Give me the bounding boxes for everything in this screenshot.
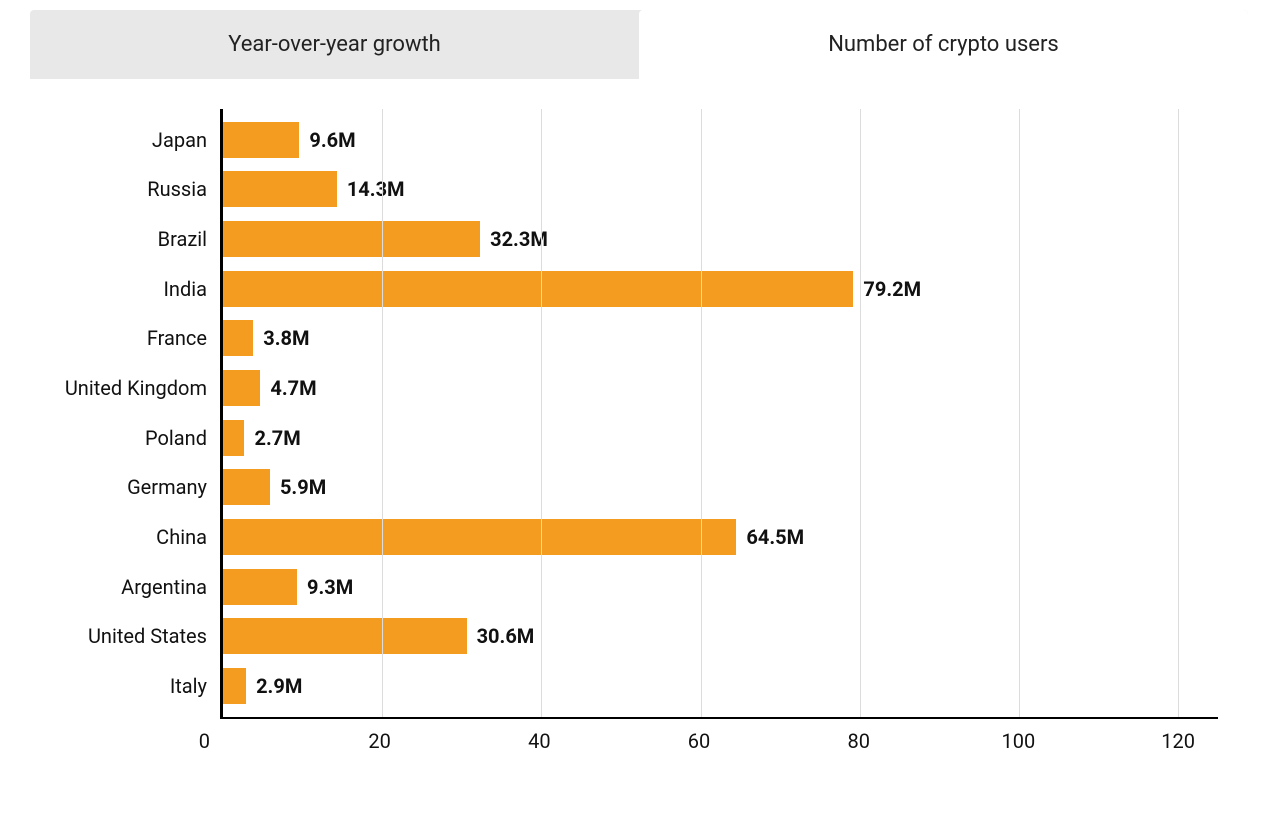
category-label: Argentina xyxy=(121,575,207,599)
bar-row: Japan9.6M xyxy=(223,122,1218,158)
category-label: France xyxy=(147,326,207,350)
x-tick-label: 20 xyxy=(368,729,390,753)
bar xyxy=(223,370,260,406)
category-label: India xyxy=(163,277,207,301)
bar xyxy=(223,320,253,356)
bar-row: Germany5.9M xyxy=(223,469,1218,505)
x-tick-label: 80 xyxy=(847,729,869,753)
tabs: Year-over-year growth Number of crypto u… xyxy=(30,10,1248,79)
value-label: 79.2M xyxy=(863,277,921,301)
bar xyxy=(223,569,297,605)
bar-row: Argentina9.3M xyxy=(223,569,1218,605)
bar xyxy=(223,668,246,704)
x-tick-label: 60 xyxy=(688,729,710,753)
category-label: United States xyxy=(88,624,207,648)
bar xyxy=(223,519,736,555)
value-label: 2.7M xyxy=(254,426,300,450)
tab-year-over-year-growth[interactable]: Year-over-year growth xyxy=(30,10,639,79)
category-label: Russia xyxy=(147,177,207,201)
bar xyxy=(223,122,299,158)
x-axis: 020406080100120 xyxy=(220,719,1218,759)
bar-row: France3.8M xyxy=(223,320,1218,356)
bar-row: China64.5M xyxy=(223,519,1218,555)
value-label: 9.6M xyxy=(309,128,355,152)
category-label: Poland xyxy=(145,426,207,450)
chart-plot-area: Japan9.6M Russia14.3M Brazil32.3M India79.2… xyxy=(220,109,1218,719)
value-label: 3.8M xyxy=(263,326,309,350)
gridline xyxy=(1178,109,1179,717)
bar xyxy=(223,469,270,505)
category-label: Japan xyxy=(152,128,207,152)
bar-row: India79.2M xyxy=(223,271,1218,307)
gridline xyxy=(382,109,383,717)
gridline xyxy=(701,109,702,717)
category-label: Italy xyxy=(170,674,207,698)
bar xyxy=(223,221,480,257)
category-label: United Kingdom xyxy=(65,376,207,400)
gridline xyxy=(1019,109,1020,717)
x-tick-label: 100 xyxy=(1002,729,1036,753)
x-tick-label: 40 xyxy=(528,729,550,753)
x-tick-label: 120 xyxy=(1161,729,1195,753)
value-label: 4.7M xyxy=(270,376,316,400)
value-label: 64.5M xyxy=(746,525,804,549)
value-label: 32.3M xyxy=(490,227,548,251)
bar-row: United Kingdom4.7M xyxy=(223,370,1218,406)
category-label: China xyxy=(156,525,207,549)
x-tick-label: 0 xyxy=(199,729,210,753)
bar-row: Italy2.9M xyxy=(223,668,1218,704)
bar-row: Russia14.3M xyxy=(223,171,1218,207)
value-label: 9.3M xyxy=(307,575,353,599)
bar-row: Brazil32.3M xyxy=(223,221,1218,257)
value-label: 5.9M xyxy=(280,475,326,499)
bar xyxy=(223,171,337,207)
bar-row: United States30.6M xyxy=(223,618,1218,654)
gridline xyxy=(541,109,542,717)
value-label: 30.6M xyxy=(477,624,535,648)
bar xyxy=(223,618,467,654)
value-label: 2.9M xyxy=(256,674,302,698)
bar xyxy=(223,271,853,307)
bar-row: Poland2.7M xyxy=(223,420,1218,456)
category-label: Brazil xyxy=(158,227,207,251)
crypto-users-chart: Japan9.6M Russia14.3M Brazil32.3M India79.2… xyxy=(220,109,1218,769)
value-label: 14.3M xyxy=(347,177,405,201)
category-label: Germany xyxy=(127,475,207,499)
gridline xyxy=(860,109,861,717)
bars-container: Japan9.6M Russia14.3M Brazil32.3M India79.2… xyxy=(223,109,1218,717)
bar xyxy=(223,420,244,456)
tab-number-of-crypto-users[interactable]: Number of crypto users xyxy=(639,10,1248,79)
